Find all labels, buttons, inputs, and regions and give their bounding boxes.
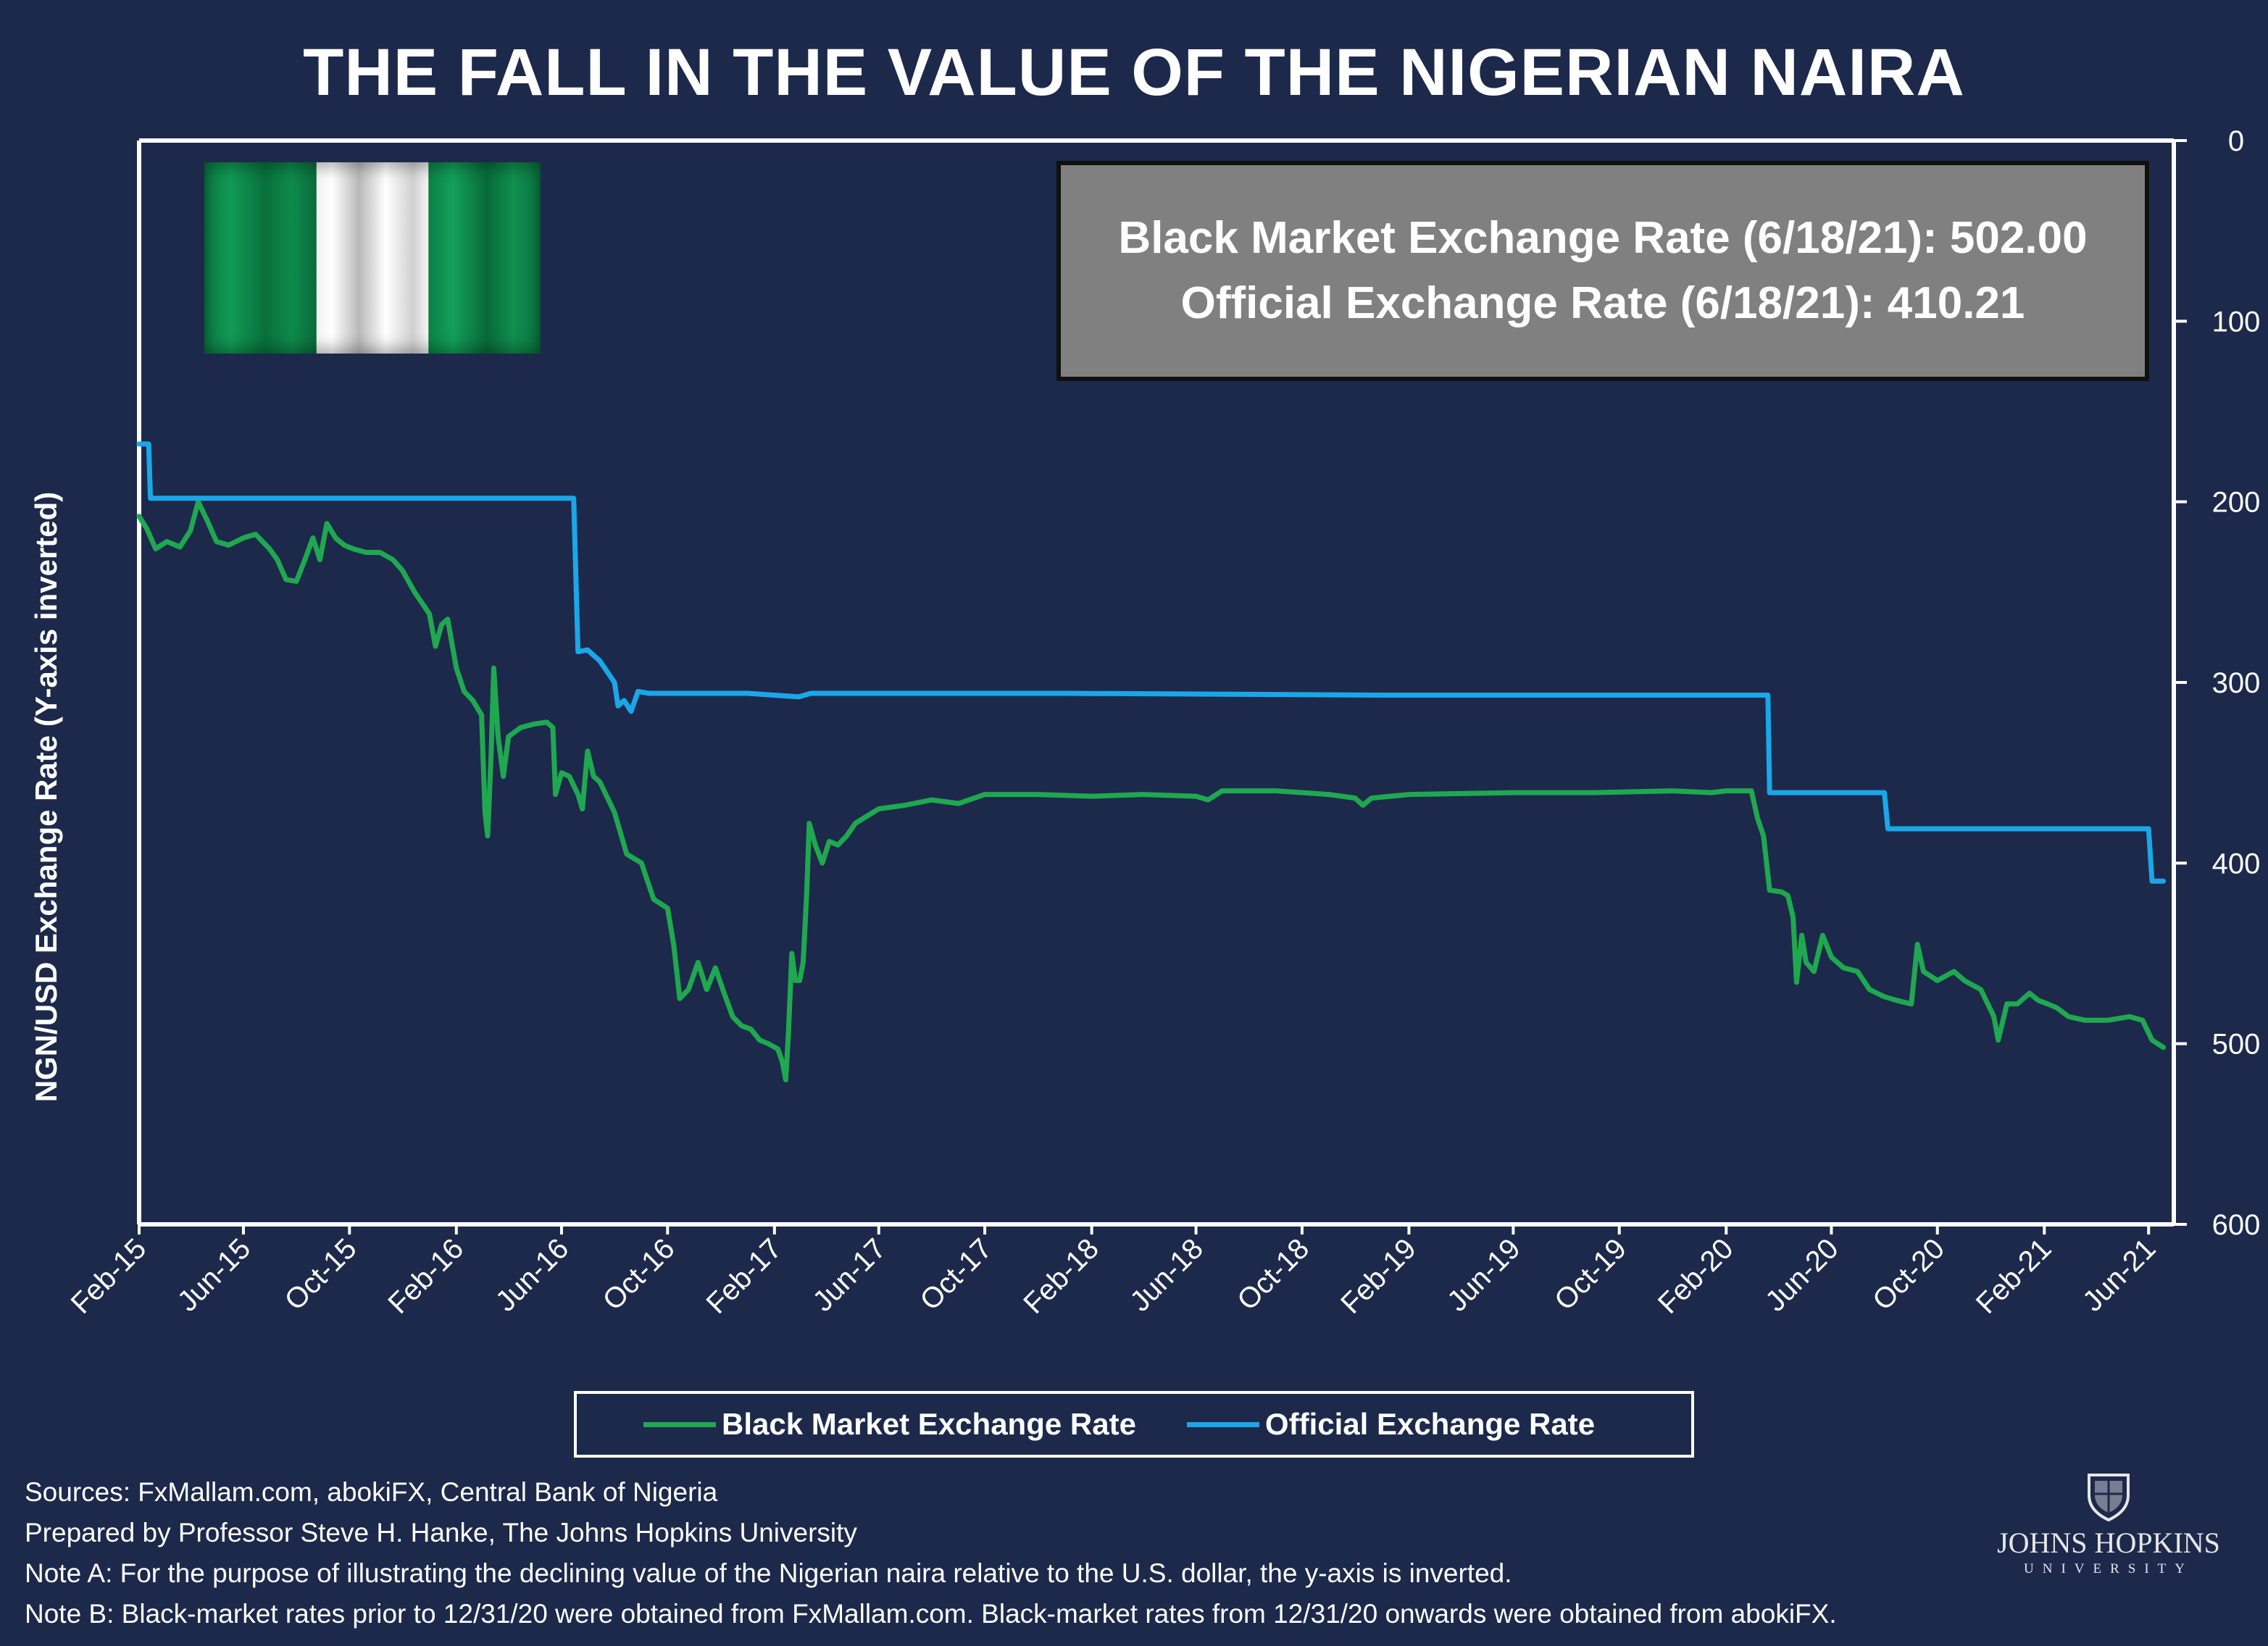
legend-swatch-official [1186, 1421, 1259, 1427]
note-b: Note B: Black-market rates prior to 12/3… [25, 1599, 1837, 1629]
logo-name: JOHNS HOPKINS [1997, 1526, 2220, 1559]
johns-hopkins-logo: JOHNS HOPKINS UNIVERSITY [1985, 1471, 2232, 1576]
series-line-black-market-exchange-rate [136, 499, 2167, 1082]
y-axis-label: NGN/USD Exchange Rate (Y-axis inverted) [29, 491, 63, 1103]
legend-label-black-market: Black Market Exchange Rate [722, 1407, 1136, 1441]
black-market-rate-text: Black Market Exchange Rate (6/18/21): 50… [1118, 213, 2088, 263]
official-rate-text: Official Exchange Rate (6/18/21): 410.21 [1180, 278, 2025, 328]
legend-item-official: Official Exchange Rate [1186, 1407, 1596, 1442]
legend-label-official: Official Exchange Rate [1264, 1407, 1596, 1441]
x-tick-label: Feb-16 [382, 1232, 470, 1320]
chart-series [136, 441, 2167, 1082]
x-tick-label: Feb-18 [1017, 1232, 1105, 1320]
x-tick-label: Feb-21 [1970, 1232, 2058, 1320]
y-tick-label: 500 [2212, 1029, 2261, 1061]
nigeria-flag-image [204, 162, 541, 354]
y-tick-label: 400 [2212, 848, 2261, 880]
note-a: Note A: For the purpose of illustrating … [25, 1558, 1512, 1588]
y-tick-label: 200 [2212, 487, 2261, 519]
x-tick-label: Jun-20 [1759, 1232, 1845, 1318]
x-tick-label: Oct-19 [1548, 1232, 1633, 1316]
x-tick-label: Oct-15 [279, 1232, 363, 1316]
y-tick-label: 100 [2212, 306, 2261, 338]
x-tick-label: Oct-18 [1231, 1232, 1315, 1316]
x-tick-label: Jun-18 [1124, 1232, 1209, 1318]
prepared-by-note: Prepared by Professor Steve H. Hanke, Th… [25, 1518, 857, 1547]
x-tick-label: Feb-15 [65, 1232, 153, 1320]
x-tick-label: Oct-16 [597, 1232, 681, 1316]
x-tick-label: Feb-19 [1335, 1232, 1422, 1320]
y-tick-label: 600 [2212, 1209, 2261, 1241]
footer-notes: Sources: FxMallam.com, abokiFX, Central … [25, 1472, 1837, 1634]
x-tick-label: Feb-20 [1652, 1232, 1740, 1320]
x-tick-label: Oct-20 [1867, 1232, 1951, 1316]
logo-sub: UNIVERSITY [2024, 1561, 2193, 1576]
university-shield-icon [2088, 1474, 2130, 1521]
x-tick-label: Jun-15 [172, 1232, 257, 1318]
legend-item-black-market: Black Market Exchange Rate [643, 1407, 1136, 1442]
chart-title: THE FALL IN THE VALUE OF THE NIGERIAN NA… [303, 35, 1965, 109]
series-line-official-exchange-rate [136, 441, 2167, 884]
sources-note: Sources: FxMallam.com, abokiFX, Central … [25, 1477, 718, 1507]
x-tick-label: Jun-21 [2077, 1232, 2162, 1318]
y-tick-label: 0 [2228, 125, 2244, 157]
x-tick-label: Jun-17 [807, 1232, 893, 1318]
y-tick-label: 300 [2212, 667, 2261, 699]
x-tick-label: Oct-17 [914, 1232, 998, 1316]
x-tick-label: Jun-19 [1441, 1232, 1527, 1318]
chart-legend: Black Market Exchange Rate Official Exch… [574, 1391, 1694, 1458]
legend-swatch-black-market [643, 1421, 716, 1427]
x-tick-label: Jun-16 [490, 1232, 575, 1318]
rate-info-box: Black Market Exchange Rate (6/18/21): 50… [1056, 161, 2149, 381]
x-tick-label: Feb-17 [700, 1232, 788, 1320]
